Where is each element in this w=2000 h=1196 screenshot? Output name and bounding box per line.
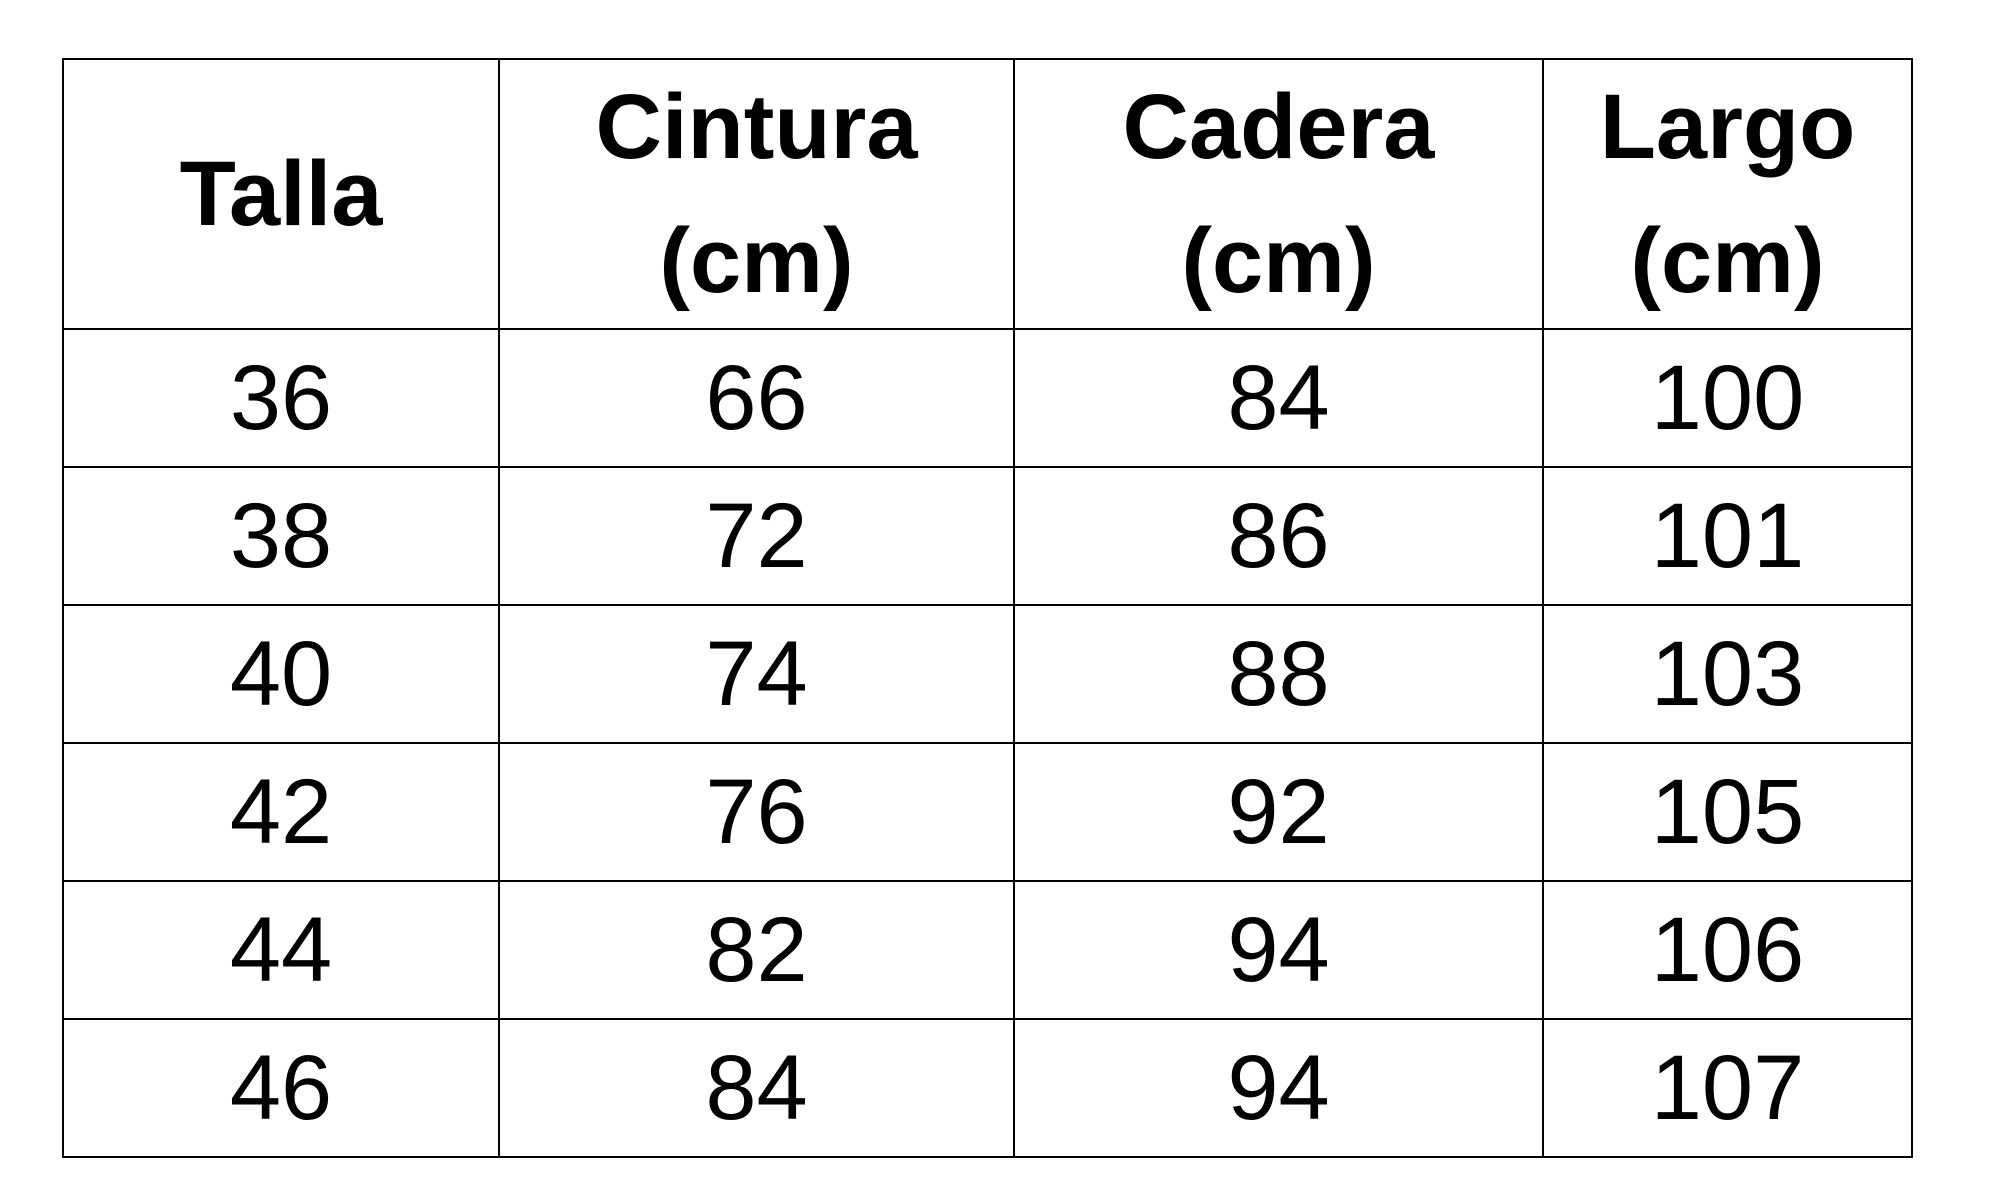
cell-talla: 40: [62, 604, 500, 744]
header-largo-label: Largo: [1599, 76, 1856, 178]
cell-talla: 38: [62, 466, 500, 606]
header-cadera: Cadera (cm): [1013, 58, 1544, 330]
cell-talla: 36: [62, 328, 500, 468]
cell-largo: 100: [1542, 328, 1913, 468]
header-row: Talla Cintura (cm) Cadera (cm) Largo (cm…: [62, 58, 1913, 330]
cell-cintura: 84: [498, 1018, 1015, 1158]
cell-talla: 46: [62, 1018, 500, 1158]
header-cadera-unit: (cm): [1181, 210, 1376, 312]
size-chart-table: Talla Cintura (cm) Cadera (cm) Largo (cm…: [62, 58, 1913, 1158]
header-talla: Talla: [62, 58, 500, 330]
table-row: 38 72 86 101: [62, 466, 1913, 606]
table-row: 46 84 94 107: [62, 1018, 1913, 1158]
cell-cadera: 94: [1013, 880, 1544, 1020]
cell-largo: 106: [1542, 880, 1913, 1020]
header-cadera-label: Cadera: [1122, 76, 1435, 178]
cell-cintura: 76: [498, 742, 1015, 882]
cell-cadera: 88: [1013, 604, 1544, 744]
header-cintura: Cintura (cm): [498, 58, 1015, 330]
cell-largo: 105: [1542, 742, 1913, 882]
cell-cadera: 94: [1013, 1018, 1544, 1158]
cell-cintura: 66: [498, 328, 1015, 468]
header-cintura-unit: (cm): [659, 210, 854, 312]
table-row: 36 66 84 100: [62, 328, 1913, 468]
cell-largo: 103: [1542, 604, 1913, 744]
cell-cintura: 74: [498, 604, 1015, 744]
header-talla-label: Talla: [179, 143, 383, 245]
cell-cintura: 82: [498, 880, 1015, 1020]
cell-talla: 42: [62, 742, 500, 882]
cell-largo: 101: [1542, 466, 1913, 606]
table-row: 44 82 94 106: [62, 880, 1913, 1020]
cell-cadera: 84: [1013, 328, 1544, 468]
header-largo-unit: (cm): [1630, 210, 1825, 312]
header-largo: Largo (cm): [1542, 58, 1913, 330]
cell-cadera: 92: [1013, 742, 1544, 882]
table-body: 36 66 84 100 38 72 86 101 40 74 88 103 4…: [62, 328, 1913, 1158]
header-cintura-label: Cintura: [595, 76, 918, 178]
cell-cintura: 72: [498, 466, 1015, 606]
table-row: 42 76 92 105: [62, 742, 1913, 882]
cell-largo: 107: [1542, 1018, 1913, 1158]
cell-talla: 44: [62, 880, 500, 1020]
cell-cadera: 86: [1013, 466, 1544, 606]
table-header: Talla Cintura (cm) Cadera (cm) Largo (cm…: [62, 58, 1913, 330]
table-row: 40 74 88 103: [62, 604, 1913, 744]
